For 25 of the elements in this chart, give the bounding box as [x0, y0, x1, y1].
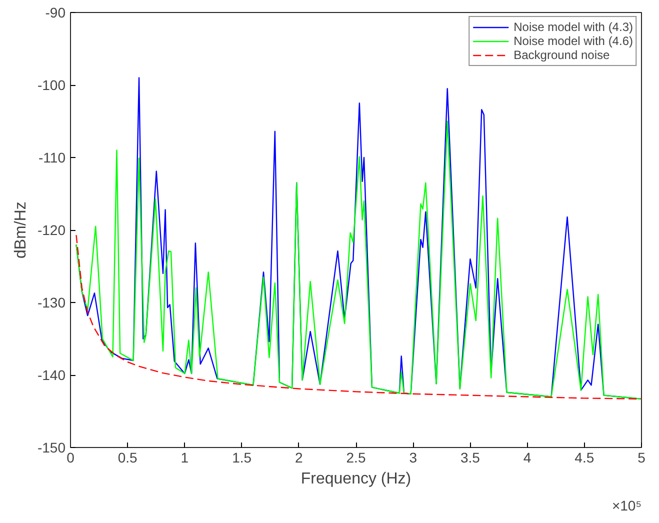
x-tick-label: 0.5 — [118, 450, 138, 466]
x-tick-label: 3 — [409, 450, 418, 466]
y-tick-label: -110 — [38, 150, 66, 166]
y-tick-label: -100 — [37, 77, 66, 93]
y-axis-title: dBm/Hz — [12, 202, 30, 258]
legend-label: Noise model with (4.3) — [514, 20, 633, 34]
y-tick-label: -150 — [37, 440, 66, 456]
y-tick-label: -90 — [45, 4, 66, 20]
x-tick-label: 2 — [295, 450, 304, 466]
x-tick-label: 3.5 — [460, 450, 480, 466]
legend-label: Background noise — [514, 48, 610, 62]
y-tick-label: -130 — [37, 294, 66, 310]
x-tick-label: 5 — [638, 450, 646, 466]
x-tick-label: 4 — [523, 450, 532, 466]
text: ×10⁵ — [612, 498, 642, 514]
x-axis-title: Frequency (Hz) — [300, 470, 412, 488]
x-tick-label: 1 — [180, 450, 189, 466]
line-series — [76, 234, 642, 400]
legend-label: Noise model with (4.6) — [514, 34, 633, 48]
y-tick-label: -140 — [37, 367, 66, 383]
y-tick-label: -120 — [37, 222, 66, 238]
x-tick-label: 0 — [66, 450, 75, 466]
x-tick-label: 4.5 — [574, 450, 594, 466]
x-tick-label: 1.5 — [232, 450, 252, 466]
x-tick-label: 2.5 — [346, 450, 366, 466]
